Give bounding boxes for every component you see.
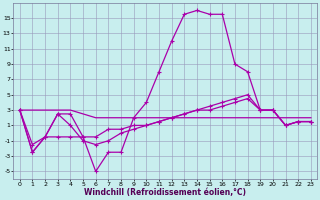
X-axis label: Windchill (Refroidissement éolien,°C): Windchill (Refroidissement éolien,°C) — [84, 188, 246, 197]
